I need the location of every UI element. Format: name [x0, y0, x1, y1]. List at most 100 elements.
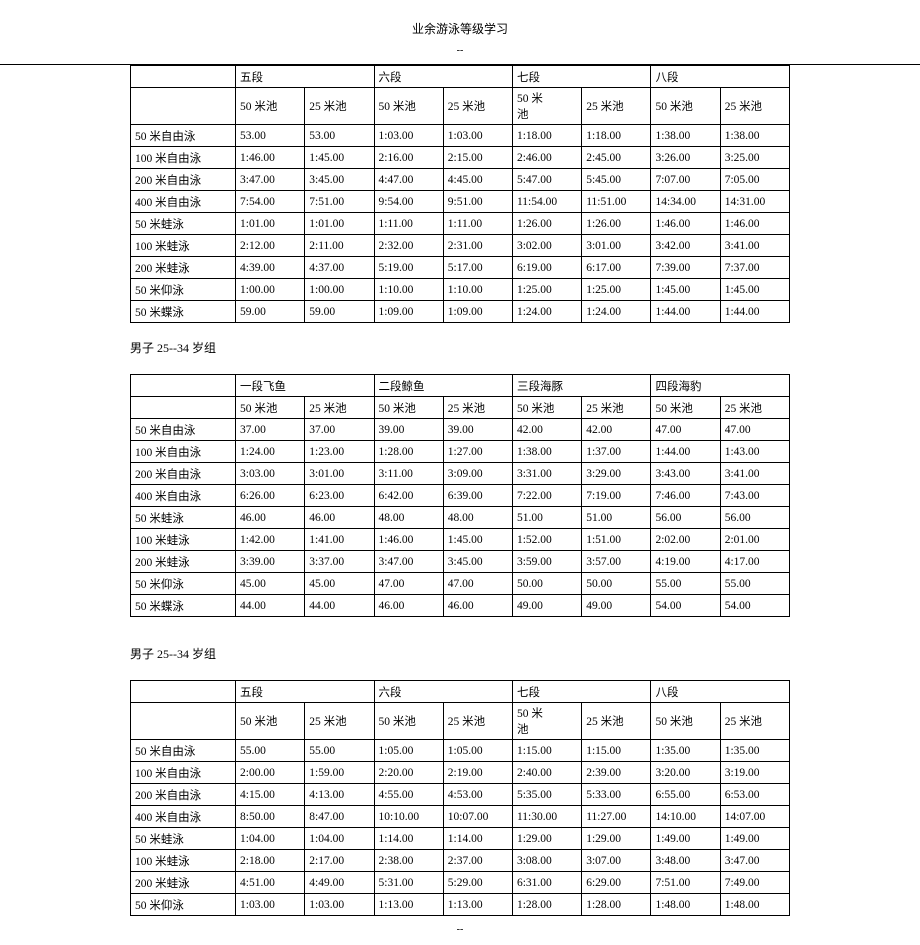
event-cell: 50 米仰泳 — [131, 279, 236, 301]
value-cell: 3:09.00 — [443, 463, 512, 485]
value-cell: 1:28.00 — [374, 441, 443, 463]
value-cell: 3:41.00 — [720, 463, 789, 485]
value-cell: 4:39.00 — [236, 257, 305, 279]
empty-cell — [131, 88, 236, 125]
event-cell: 400 米自由泳 — [131, 806, 236, 828]
value-cell: 2:12.00 — [236, 235, 305, 257]
value-cell: 8:47.00 — [305, 806, 374, 828]
value-cell: 2:39.00 — [582, 762, 651, 784]
value-cell: 14:07.00 — [720, 806, 789, 828]
value-cell: 5:19.00 — [374, 257, 443, 279]
table-row: 100 米自由泳2:00.001:59.002:20.002:19.002:40… — [131, 762, 790, 784]
value-cell: 39.00 — [374, 419, 443, 441]
table-row: 50 米自由泳55.0055.001:05.001:05.001:15.001:… — [131, 740, 790, 762]
event-cell: 50 米仰泳 — [131, 573, 236, 595]
value-cell: 48.00 — [443, 507, 512, 529]
value-cell: 44.00 — [305, 595, 374, 617]
empty-cell — [131, 397, 236, 419]
event-cell: 100 米蛙泳 — [131, 235, 236, 257]
pool-header-wrap: 50 米池 — [512, 703, 581, 740]
value-cell: 14:31.00 — [720, 191, 789, 213]
table-row: 50 米自由泳53.0053.001:03.001:03.001:18.001:… — [131, 125, 790, 147]
page-title: 业余游泳等级学习 — [0, 20, 920, 37]
group-header: 七段 — [512, 681, 650, 703]
value-cell: 47.00 — [720, 419, 789, 441]
value-cell: 3:01.00 — [582, 235, 651, 257]
value-cell: 1:35.00 — [651, 740, 720, 762]
value-cell: 10:10.00 — [374, 806, 443, 828]
value-cell: 1:59.00 — [305, 762, 374, 784]
table-row: 100 米蛙泳1:42.001:41.001:46.001:45.001:52.… — [131, 529, 790, 551]
value-cell: 2:38.00 — [374, 850, 443, 872]
pool-header: 50 米池 — [374, 703, 443, 740]
value-cell: 7:49.00 — [720, 872, 789, 894]
value-cell: 4:55.00 — [374, 784, 443, 806]
value-cell: 1:44.00 — [651, 301, 720, 323]
value-cell: 51.00 — [582, 507, 651, 529]
event-cell: 100 米自由泳 — [131, 147, 236, 169]
value-cell: 1:46.00 — [651, 213, 720, 235]
table-row: 200 米自由泳3:47.003:45.004:47.004:45.005:47… — [131, 169, 790, 191]
table-2-wrap: 一段飞鱼 二段鲸鱼 三段海豚 四段海豹 50 米池 25 米池 50 米池 25… — [130, 374, 790, 617]
value-cell: 6:42.00 — [374, 485, 443, 507]
event-cell: 200 米蛙泳 — [131, 872, 236, 894]
value-cell: 4:37.00 — [305, 257, 374, 279]
value-cell: 7:43.00 — [720, 485, 789, 507]
event-cell: 50 米蛙泳 — [131, 507, 236, 529]
value-cell: 3:57.00 — [582, 551, 651, 573]
value-cell: 2:45.00 — [582, 147, 651, 169]
value-cell: 7:22.00 — [512, 485, 581, 507]
value-cell: 4:19.00 — [651, 551, 720, 573]
value-cell: 1:10.00 — [443, 279, 512, 301]
empty-cell — [131, 66, 236, 88]
pool-header: 50 米池 — [236, 703, 305, 740]
value-cell: 49.00 — [582, 595, 651, 617]
pool-header: 25 米池 — [305, 88, 374, 125]
pool-header: 50 米池 — [651, 88, 720, 125]
value-cell: 1:52.00 — [512, 529, 581, 551]
pool-header: 25 米池 — [720, 88, 789, 125]
value-cell: 3:26.00 — [651, 147, 720, 169]
pool-header: 50 米池 — [374, 88, 443, 125]
value-cell: 47.00 — [374, 573, 443, 595]
value-cell: 3:48.00 — [651, 850, 720, 872]
value-cell: 1:05.00 — [374, 740, 443, 762]
value-cell: 11:51.00 — [582, 191, 651, 213]
event-cell: 50 米自由泳 — [131, 419, 236, 441]
value-cell: 39.00 — [443, 419, 512, 441]
value-cell: 3:02.00 — [512, 235, 581, 257]
value-cell: 3:47.00 — [236, 169, 305, 191]
pool-header: 25 米池 — [720, 397, 789, 419]
value-cell: 55.00 — [720, 573, 789, 595]
table-row: 50 米仰泳45.0045.0047.0047.0050.0050.0055.0… — [131, 573, 790, 595]
value-cell: 2:31.00 — [443, 235, 512, 257]
value-cell: 1:24.00 — [512, 301, 581, 323]
value-cell: 6:26.00 — [236, 485, 305, 507]
value-cell: 42.00 — [512, 419, 581, 441]
value-cell: 1:28.00 — [512, 894, 581, 916]
event-cell: 200 米蛙泳 — [131, 551, 236, 573]
event-cell: 100 米蛙泳 — [131, 529, 236, 551]
event-cell: 50 米蛙泳 — [131, 213, 236, 235]
value-cell: 1:42.00 — [236, 529, 305, 551]
table-row: 50 米池 25 米池 50 米池 25 米池 50 米池 25 米池 50 米… — [131, 88, 790, 125]
pool-header: 50 米池 — [651, 703, 720, 740]
group-header: 六段 — [374, 681, 512, 703]
value-cell: 3:39.00 — [236, 551, 305, 573]
value-cell: 3:42.00 — [651, 235, 720, 257]
group-header: 三段海豚 — [512, 375, 650, 397]
value-cell: 3:29.00 — [582, 463, 651, 485]
footer-dash: -- — [0, 924, 920, 935]
pool-header: 50 米池 — [374, 397, 443, 419]
table-row: 400 米自由泳7:54.007:51.009:54.009:51.0011:5… — [131, 191, 790, 213]
value-cell: 9:51.00 — [443, 191, 512, 213]
value-cell: 1:23.00 — [305, 441, 374, 463]
value-cell: 3:47.00 — [720, 850, 789, 872]
value-cell: 47.00 — [651, 419, 720, 441]
table-row: 50 米蛙泳1:04.001:04.001:14.001:14.001:29.0… — [131, 828, 790, 850]
event-cell: 400 米自由泳 — [131, 191, 236, 213]
value-cell: 4:17.00 — [720, 551, 789, 573]
value-cell: 1:51.00 — [582, 529, 651, 551]
value-cell: 5:33.00 — [582, 784, 651, 806]
value-cell: 1:29.00 — [582, 828, 651, 850]
